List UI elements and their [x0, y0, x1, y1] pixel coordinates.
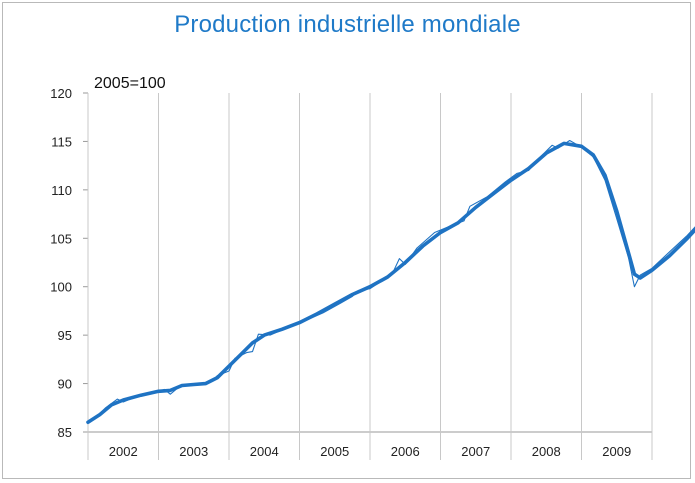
y-tick-label: 110: [51, 183, 72, 198]
y-tick-label: 120: [50, 86, 72, 101]
y-tick-label: 85: [58, 425, 72, 440]
x-year-label: 2005: [320, 444, 349, 459]
y-tick-label: 90: [58, 377, 72, 392]
x-year-label: 2009: [602, 444, 631, 459]
x-year-label: 2007: [461, 444, 490, 459]
x-year-label: 2003: [179, 444, 208, 459]
y-tick-label: 115: [51, 134, 72, 149]
base-note: 2005=100: [94, 75, 166, 92]
x-year-label: 2004: [250, 444, 279, 459]
smoothed-series-line: [86, 141, 695, 425]
y-tick-label: 100: [50, 280, 72, 295]
x-year-label: 2002: [109, 444, 138, 459]
x-year-label: 2006: [391, 444, 420, 459]
y-tick-label: 105: [50, 231, 72, 246]
x-year-label: 2008: [532, 444, 561, 459]
chart-title: Production industrielle mondiale: [174, 11, 521, 38]
raw-series-line: [87, 139, 695, 423]
y-tick-label: 95: [58, 328, 72, 343]
